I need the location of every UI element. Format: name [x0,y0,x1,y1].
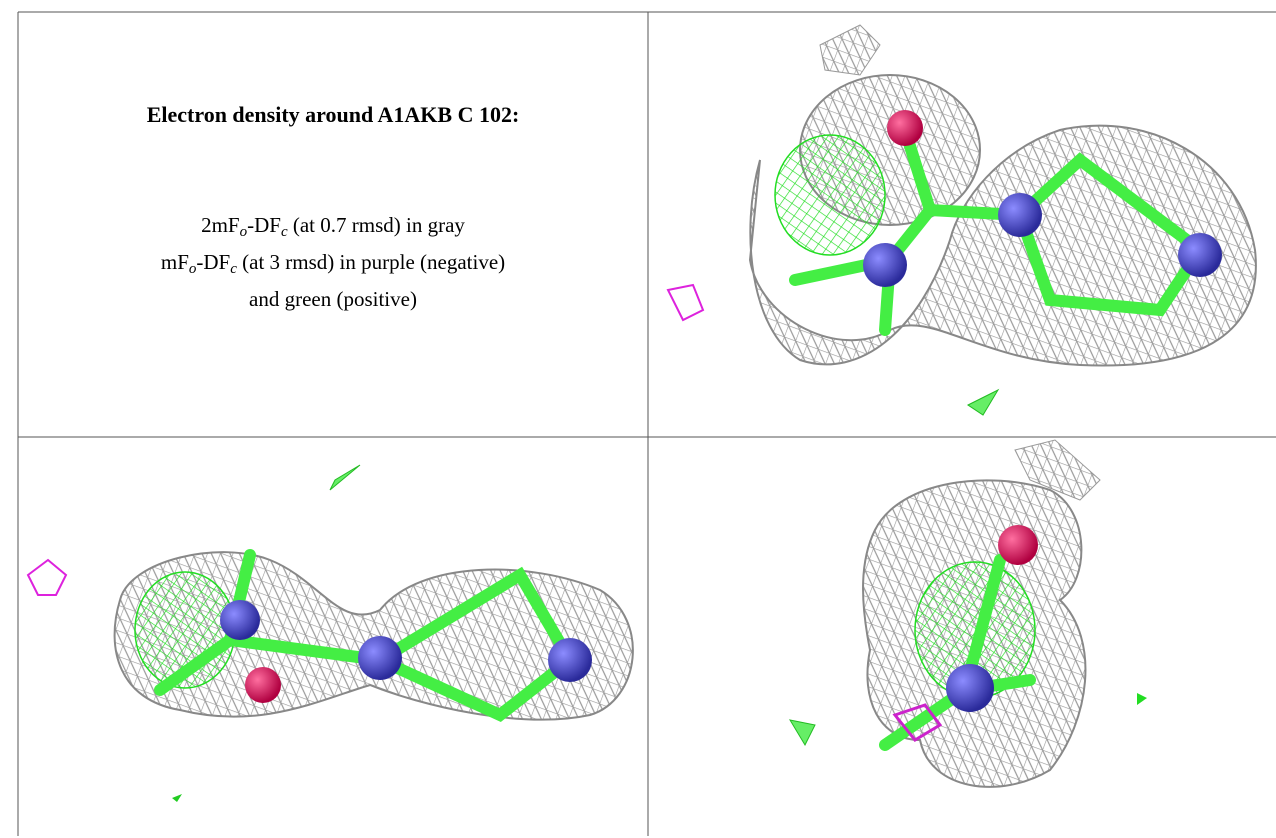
legend-text: and green (positive) [249,287,417,311]
legend-text: -DF [196,250,231,274]
legend-subscript: c [280,224,288,240]
legend-subscript: c [230,261,237,277]
table-grid [17,11,1276,836]
legend-text: -DF [247,213,281,237]
legend-subscript: o [188,261,197,277]
legend-line: mFo-DFc (at 3 rmsd) in purple (negative) [18,247,648,284]
caption-legend: 2mFo-DFc (at 0.7 rmsd) in gray mFo-DFc (… [18,210,648,314]
caption-cell: Electron density around A1AKB C 102: 2mF… [18,12,648,437]
legend-line: 2mFo-DFc (at 0.7 rmsd) in gray [18,210,648,247]
density-panel-bottom-right [788,439,1147,788]
legend-text: 2mF [201,213,240,237]
legend-text: mF [160,250,189,274]
legend-line: and green (positive) [18,284,648,314]
density-panel-bottom-left [26,464,634,802]
legend-subscript: o [239,224,248,240]
caption-title: Electron density around A1AKB C 102: [146,102,520,127]
legend-text: (at 0.7 rmsd) in gray [287,213,465,237]
density-panel-top-right [666,24,1257,416]
legend-text: (at 3 rmsd) in purple (negative) [236,250,506,274]
